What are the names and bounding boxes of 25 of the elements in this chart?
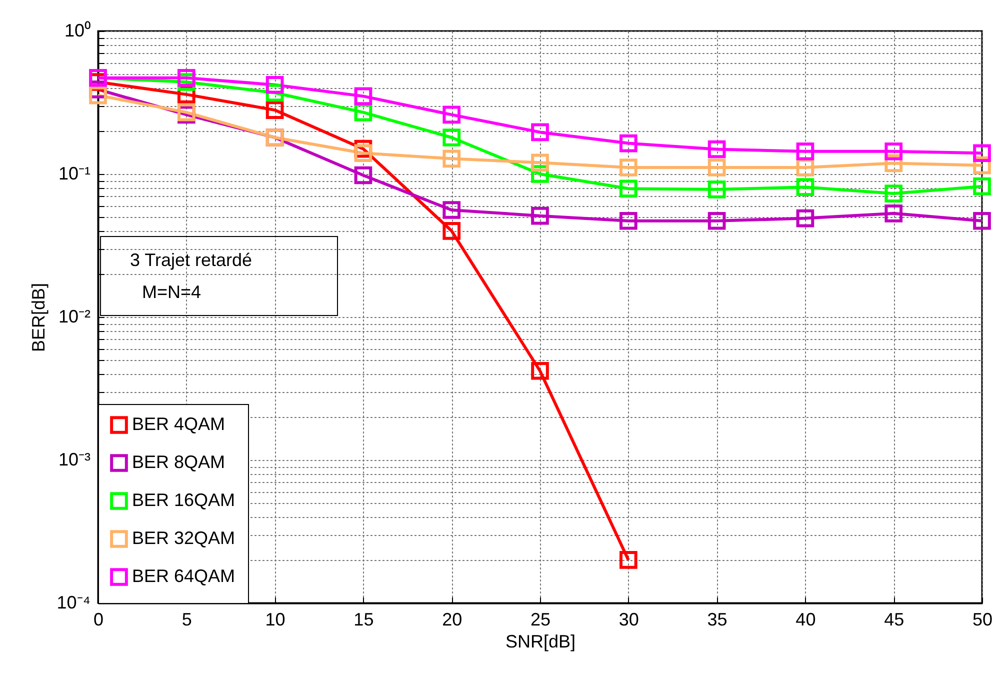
x-tick-label: 30 bbox=[618, 610, 639, 630]
y-tick-label: 10⁻¹ bbox=[58, 164, 91, 184]
x-tick-label: 15 bbox=[354, 610, 374, 630]
x-tick-label: 20 bbox=[442, 610, 462, 630]
y-tick-label: 10⁰ bbox=[64, 20, 90, 40]
x-tick-label: 5 bbox=[182, 610, 192, 630]
y-axis-title: BER[dB] bbox=[28, 282, 49, 352]
x-tick-label: 45 bbox=[884, 610, 904, 630]
legend-label: BER 16QAM bbox=[132, 490, 236, 510]
x-tick-label: 40 bbox=[796, 610, 816, 630]
annotation: 3 Trajet retardé bbox=[130, 250, 252, 270]
legend-label: BER 64QAM bbox=[132, 566, 236, 586]
y-tick-label: 10⁻³ bbox=[58, 450, 91, 470]
x-axis-title: SNR[dB] bbox=[505, 632, 576, 652]
x-tick-label: 0 bbox=[93, 610, 104, 630]
x-tick-label: 10 bbox=[265, 610, 286, 630]
annotation: M=N=4 bbox=[142, 282, 202, 302]
x-tick-label: 50 bbox=[972, 610, 993, 630]
y-tick-label: 10⁻⁴ bbox=[56, 592, 90, 612]
x-tick-label: 35 bbox=[707, 610, 728, 630]
x-tick-label: 25 bbox=[530, 610, 551, 630]
legend-label: BER 8QAM bbox=[132, 452, 226, 472]
y-tick-label: 10⁻² bbox=[58, 306, 91, 326]
legend-label: BER 4QAM bbox=[132, 414, 226, 434]
legend-label: BER 32QAM bbox=[132, 528, 236, 548]
